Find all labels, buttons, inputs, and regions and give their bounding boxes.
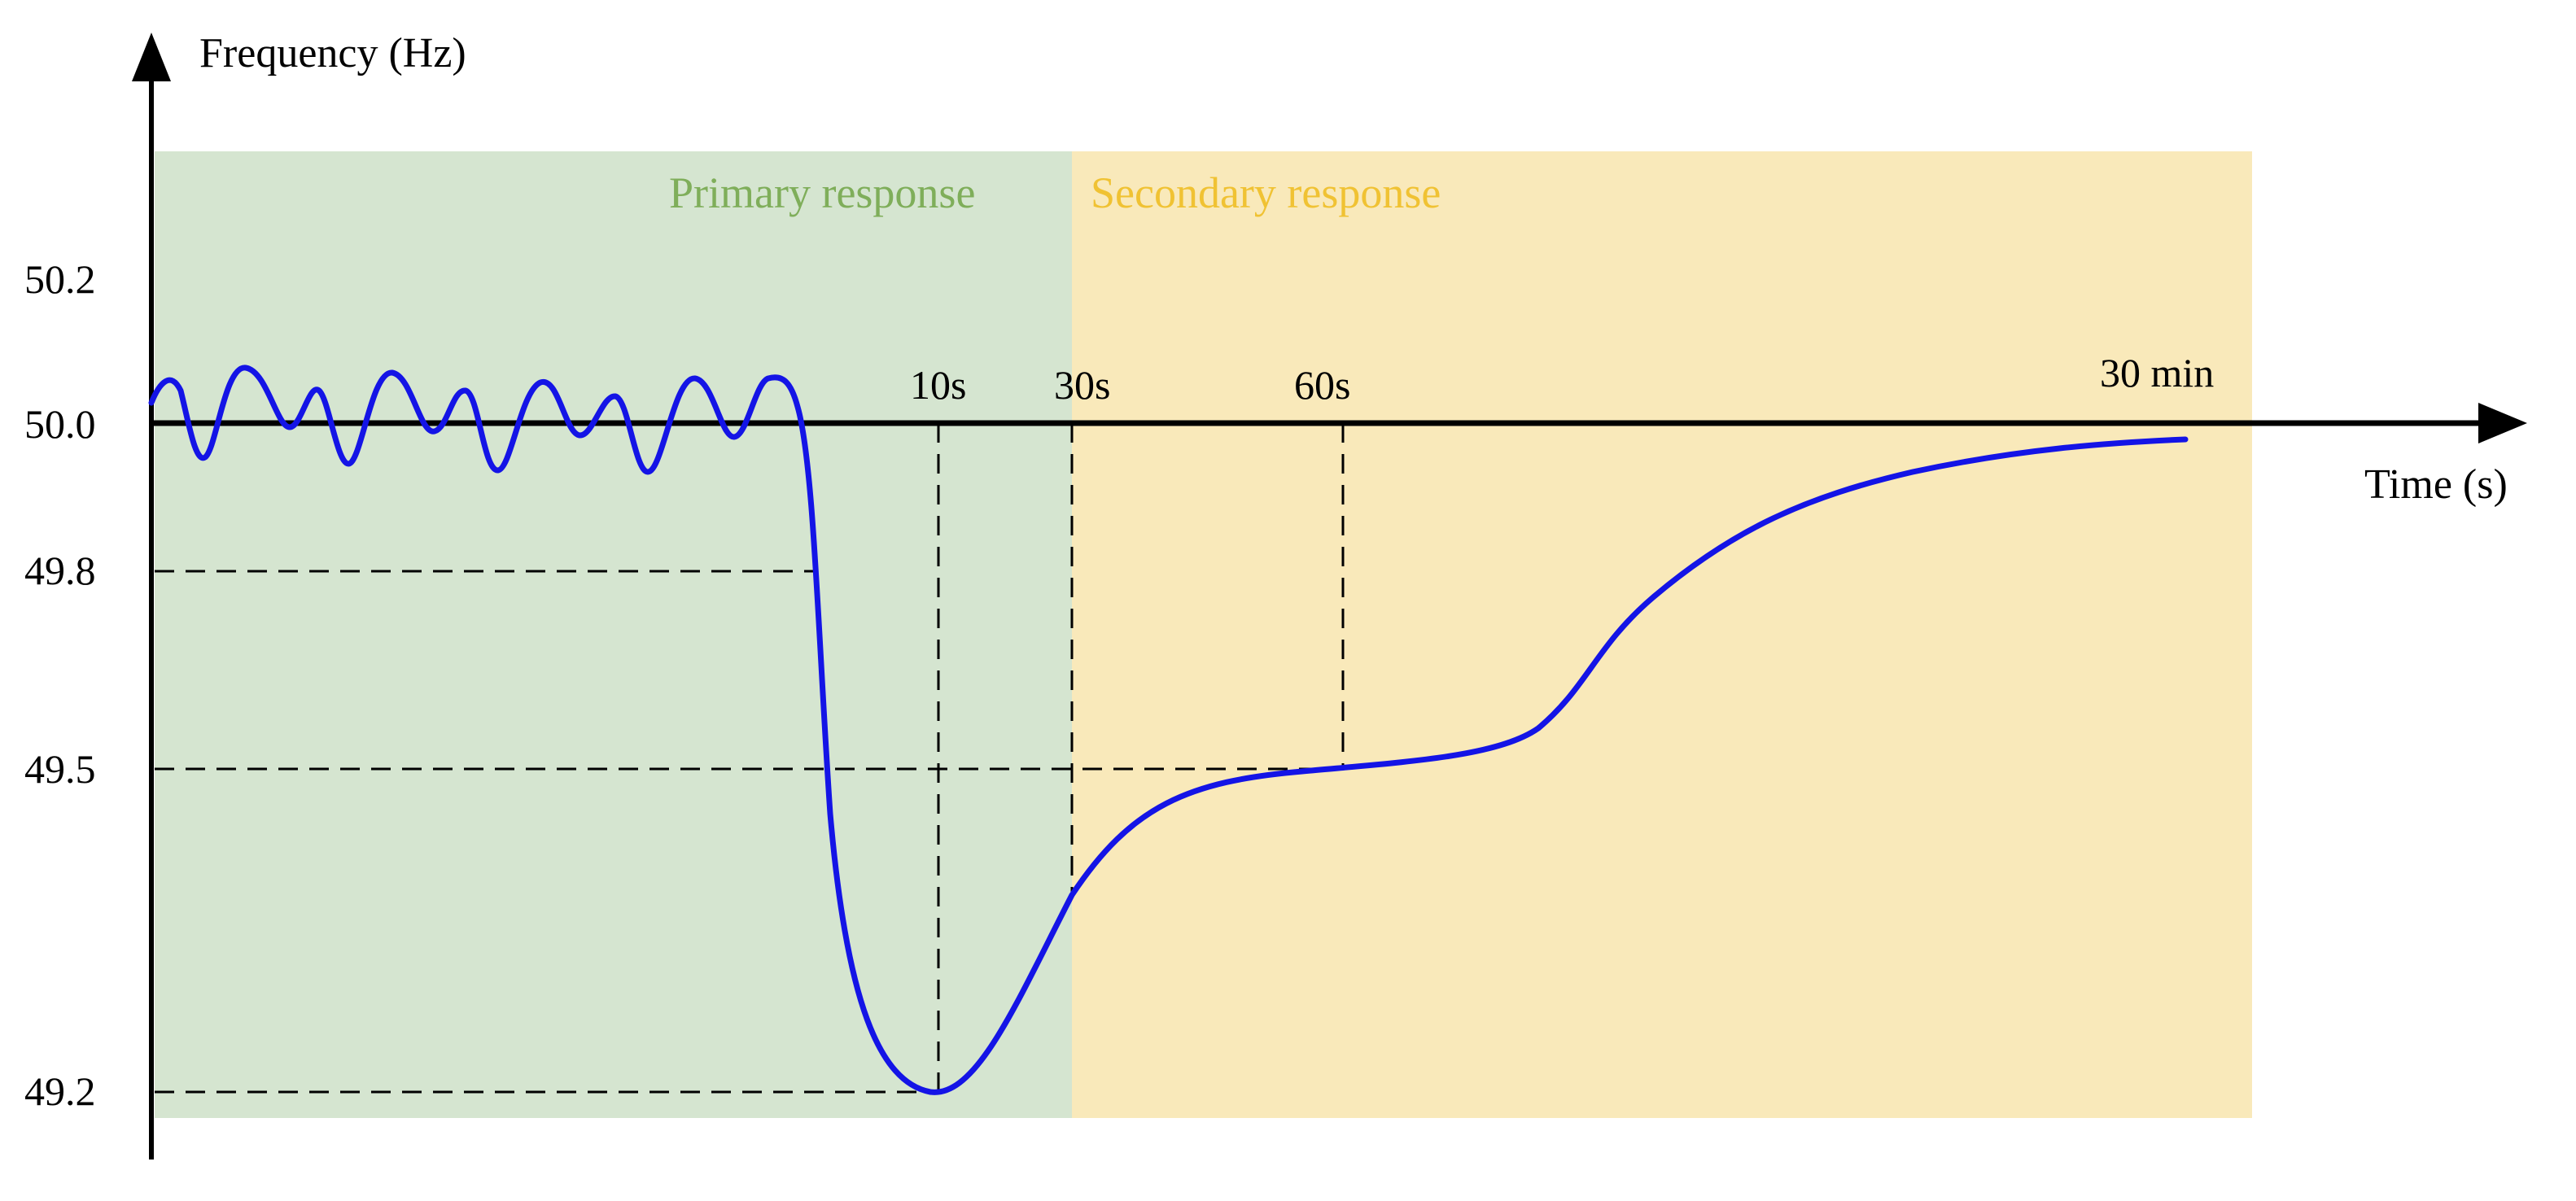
guide-lines [155,423,1345,1094]
time-marker-60s: 60s [1294,362,1350,408]
y-tick-49-2: 49.2 [24,1068,96,1114]
secondary-response-label: Secondary response [1091,168,1441,217]
y-axis [132,33,171,1160]
y-tick-50-2: 50.2 [24,256,96,302]
frequency-curve [148,365,2189,1095]
primary-response-region [155,151,1072,1118]
x-axis [151,403,2527,443]
y-tick-50-0: 50.0 [24,401,96,447]
y-tick-49-8: 49.8 [24,548,96,593]
time-marker-30min: 30 min [2100,350,2214,395]
secondary-response-region [1072,151,2252,1118]
y-axis-title: Frequency (Hz) [199,30,466,76]
x-axis-arrowhead [2478,403,2527,443]
primary-response-label: Primary response [669,168,975,217]
y-tick-labels: 50.2 50.0 49.8 49.5 49.2 [24,256,96,1114]
time-marker-labels: 10s 30s 60s 30 min [910,350,2214,408]
x-axis-title: Time (s) [2364,461,2508,508]
y-axis-arrowhead [132,33,171,81]
time-marker-30s: 30s [1054,362,1110,408]
y-tick-49-5: 49.5 [24,746,96,792]
time-marker-10s: 10s [910,362,966,408]
